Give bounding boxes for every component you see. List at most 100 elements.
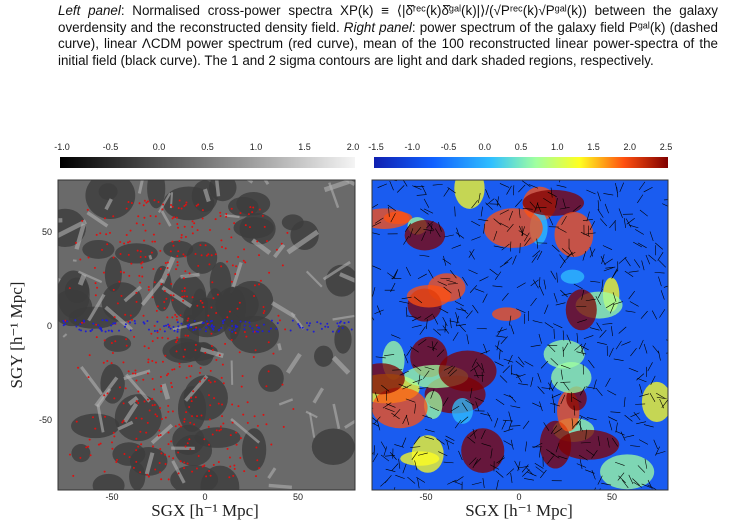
galaxy xyxy=(159,407,161,409)
galaxy xyxy=(105,331,107,333)
galaxy xyxy=(302,327,304,329)
galaxy xyxy=(170,250,172,252)
galaxy xyxy=(130,315,132,317)
galaxy xyxy=(262,414,264,416)
filament xyxy=(47,278,58,298)
galaxy xyxy=(137,446,139,448)
galaxy xyxy=(184,226,186,228)
galaxy xyxy=(113,435,115,437)
galaxy xyxy=(220,215,222,217)
galaxy xyxy=(151,252,153,254)
galaxy xyxy=(327,326,329,328)
galaxy xyxy=(129,240,131,242)
galaxy xyxy=(176,255,178,257)
galaxy xyxy=(232,264,234,266)
galaxy xyxy=(79,259,81,261)
x-tick-label: 50 xyxy=(293,492,303,502)
galaxy xyxy=(176,316,178,318)
galaxy xyxy=(123,402,125,404)
galaxy xyxy=(204,377,206,379)
galaxy xyxy=(209,229,211,231)
galaxy xyxy=(147,422,149,424)
colorbar-tick-label: 1.5 xyxy=(587,142,600,152)
galaxy xyxy=(168,478,170,480)
galaxy xyxy=(95,294,97,296)
galaxy xyxy=(126,208,128,210)
galaxy xyxy=(207,315,209,317)
galaxy xyxy=(157,337,159,339)
galaxy xyxy=(172,410,174,412)
galaxy xyxy=(189,448,191,450)
figure: SGX [h⁻¹ Mpc] SGX [h⁻¹ Mpc] SGY [h⁻¹ Mpc… xyxy=(0,0,742,522)
galaxy xyxy=(268,272,270,274)
galaxy xyxy=(127,201,129,203)
galaxy xyxy=(233,222,235,224)
galaxy xyxy=(336,322,338,324)
galaxy xyxy=(152,296,154,298)
galaxy xyxy=(198,455,200,457)
galaxy xyxy=(146,202,148,204)
galaxy xyxy=(114,316,116,318)
galaxy xyxy=(95,324,97,326)
galaxy xyxy=(145,230,147,232)
galaxy xyxy=(137,402,139,404)
galaxy xyxy=(181,290,183,292)
galaxy xyxy=(221,415,223,417)
galaxy xyxy=(225,247,227,249)
galaxy xyxy=(202,209,204,211)
galaxy xyxy=(133,467,135,469)
galaxy xyxy=(195,344,197,346)
galaxy xyxy=(159,471,161,473)
galaxy xyxy=(105,319,107,321)
galaxy xyxy=(164,307,166,309)
void xyxy=(105,257,122,292)
galaxy xyxy=(202,466,204,468)
colorbar-tick-label: 1.0 xyxy=(551,142,564,152)
galaxy xyxy=(193,222,195,224)
galaxy xyxy=(89,354,91,356)
galaxy xyxy=(170,204,172,206)
galaxy xyxy=(258,283,260,285)
galaxy xyxy=(221,403,223,405)
galaxy xyxy=(76,421,78,423)
galaxy xyxy=(155,215,157,217)
galaxy xyxy=(275,328,277,330)
galaxy xyxy=(259,208,261,210)
galaxy xyxy=(125,323,127,325)
galaxy xyxy=(171,241,173,243)
galaxy xyxy=(211,345,213,347)
galaxy xyxy=(187,325,189,327)
galaxy xyxy=(185,202,187,204)
galaxy xyxy=(187,318,189,320)
galaxy xyxy=(244,261,246,263)
galaxy xyxy=(222,364,224,366)
galaxy xyxy=(231,281,233,283)
galaxy xyxy=(306,322,308,324)
galaxy xyxy=(153,199,155,201)
galaxy xyxy=(165,262,167,264)
colorbar-tick-label: -0.5 xyxy=(441,142,457,152)
galaxy xyxy=(185,335,187,337)
galaxy xyxy=(183,356,185,358)
filament xyxy=(181,274,200,276)
galaxy xyxy=(138,275,140,277)
galaxy xyxy=(270,328,272,330)
galaxy xyxy=(205,244,207,246)
void xyxy=(258,364,284,392)
colorbar-tick-label: -1.5 xyxy=(368,142,384,152)
galaxy xyxy=(101,330,103,332)
galaxy xyxy=(215,253,217,255)
galaxy xyxy=(100,443,102,445)
galaxy xyxy=(199,372,201,374)
galaxy xyxy=(178,240,180,242)
galaxy xyxy=(153,388,155,390)
galaxy xyxy=(135,380,137,382)
galaxy xyxy=(116,459,118,461)
density-blob xyxy=(407,285,451,307)
galaxy xyxy=(252,330,254,332)
galaxy xyxy=(231,325,233,327)
galaxy xyxy=(103,394,105,396)
galaxy xyxy=(324,326,326,328)
galaxy xyxy=(338,330,340,332)
density-blob xyxy=(551,362,591,393)
